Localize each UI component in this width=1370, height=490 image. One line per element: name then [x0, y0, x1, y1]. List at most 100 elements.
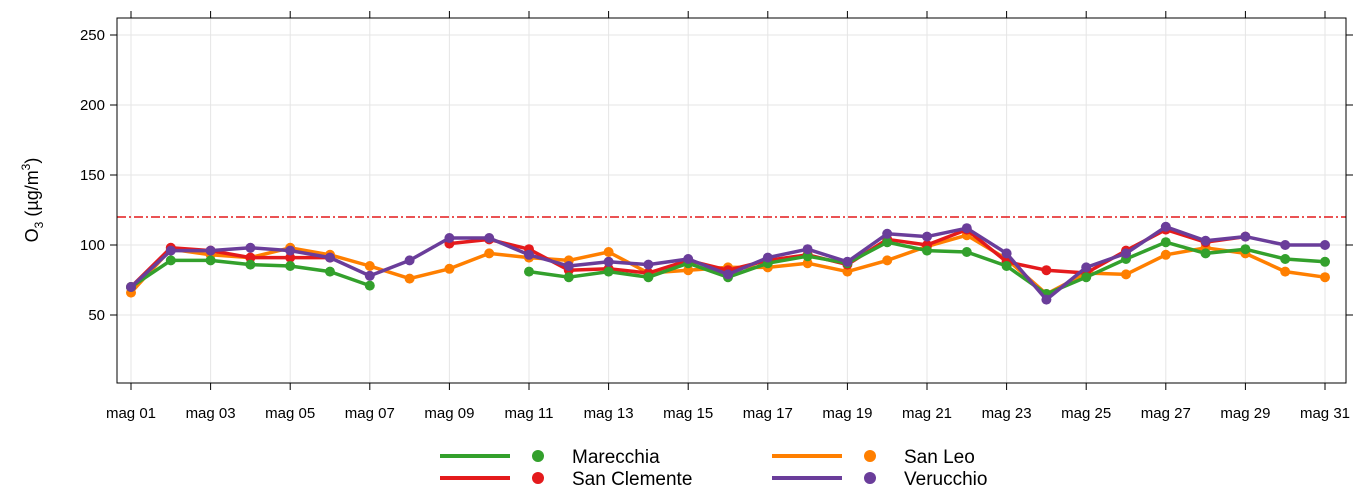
y-axis-label-superscript: 3: [19, 163, 33, 170]
data-point: [1200, 248, 1211, 259]
data-point: [1081, 272, 1092, 283]
x-tick-label: mag 27: [1141, 405, 1191, 422]
y-axis-label-subscript: 3: [32, 221, 46, 228]
x-tick-label: mag 19: [822, 405, 872, 422]
data-point: [364, 261, 375, 271]
data-point: [1320, 240, 1330, 250]
x-tick-label: mag 07: [345, 405, 395, 422]
data-point: [802, 251, 813, 262]
data-point: [1200, 235, 1211, 246]
data-point: [603, 256, 614, 267]
data-point: [1320, 256, 1330, 267]
x-tick-label: mag 13: [584, 405, 634, 422]
data-point: [882, 228, 893, 239]
data-point: [1160, 249, 1171, 260]
data-point: [245, 242, 256, 253]
data-point: [1121, 248, 1131, 259]
x-tick-label: mag 11: [505, 405, 554, 422]
x-tick-label: mag 31: [1300, 405, 1350, 422]
data-point: [1280, 266, 1291, 277]
y-tick-label: 100: [80, 237, 105, 254]
legend-marker: [864, 450, 876, 462]
data-point: [961, 247, 972, 257]
y-axis-label-main: O: [22, 228, 42, 242]
data-point: [842, 256, 853, 267]
data-point: [205, 255, 216, 266]
data-point: [364, 270, 375, 281]
data-point: [802, 258, 813, 269]
data-point: [1001, 261, 1012, 271]
data-point: [762, 252, 773, 263]
x-tick-label: mag 25: [1061, 405, 1111, 422]
x-tick-label: mag 17: [743, 405, 793, 422]
x-tick-label: mag 01: [106, 405, 156, 422]
data-point: [484, 248, 495, 259]
x-tick-label: mag 15: [663, 405, 713, 422]
legend-marker: [532, 472, 544, 484]
data-point: [524, 266, 534, 277]
data-point: [404, 273, 415, 284]
grid-lines: [117, 18, 1346, 383]
data-point: [126, 282, 136, 292]
data-point: [245, 259, 256, 270]
y-axis-label-close: ): [22, 158, 42, 164]
data-point: [1240, 231, 1251, 242]
data-point: [683, 254, 694, 264]
data-point: [643, 272, 654, 283]
y-tick-label: 200: [80, 97, 105, 114]
y-tick-label: 150: [80, 167, 105, 184]
data-point: [404, 255, 415, 266]
data-point: [165, 245, 176, 256]
data-point: [165, 255, 176, 266]
series-layer: [126, 221, 1330, 305]
x-tick-label: mag 29: [1220, 405, 1270, 422]
data-point: [1240, 244, 1251, 255]
y-tick-label: 50: [88, 307, 105, 324]
x-tick-label: mag 09: [424, 405, 474, 422]
data-point: [285, 261, 296, 271]
axes: 50 100 150 200 250 mag 01 mag 03 mag 05 mag 07 ma…: [80, 11, 1353, 422]
data-point: [484, 233, 495, 243]
data-point: [1081, 262, 1092, 273]
data-point: [1001, 248, 1012, 259]
data-point: [842, 266, 853, 277]
data-point: [603, 266, 614, 277]
y-axis-label-unit: (µg/m: [22, 170, 42, 221]
legend-label: Verucchio: [904, 469, 987, 490]
data-point: [882, 255, 893, 266]
plot-frame: [116, 17, 1347, 384]
data-point: [245, 252, 256, 263]
x-tick-label: mag 23: [982, 405, 1032, 422]
data-point: [1160, 237, 1171, 248]
y-tick-label: 250: [80, 27, 105, 44]
data-point: [1041, 294, 1052, 305]
legend-marker: [864, 472, 876, 484]
legend-label: San Leo: [904, 447, 975, 468]
legend-label: San Clemente: [572, 469, 692, 490]
legend-marker: [532, 450, 544, 462]
data-point: [922, 231, 932, 242]
data-point: [563, 261, 574, 271]
data-point: [603, 247, 614, 257]
legend: Marecchia San Leo San Clemente Verucchio: [440, 447, 987, 490]
data-point: [1121, 269, 1131, 280]
data-point: [325, 266, 335, 277]
data-point: [205, 245, 216, 256]
data-point: [961, 223, 972, 234]
data-point: [643, 259, 654, 270]
x-tick-label: mag 03: [186, 405, 236, 422]
data-point: [882, 237, 893, 248]
data-point: [444, 233, 455, 243]
x-tick-label: mag 05: [265, 405, 315, 422]
data-point: [1280, 254, 1291, 264]
data-point: [524, 249, 534, 260]
data-point: [683, 265, 694, 276]
y-axis-label: O3 (µg/m3): [19, 158, 46, 243]
data-point: [1041, 265, 1052, 276]
data-point: [1160, 221, 1171, 232]
data-point: [563, 272, 574, 283]
data-point: [444, 263, 455, 274]
data-point: [285, 245, 296, 256]
data-point: [325, 252, 335, 263]
